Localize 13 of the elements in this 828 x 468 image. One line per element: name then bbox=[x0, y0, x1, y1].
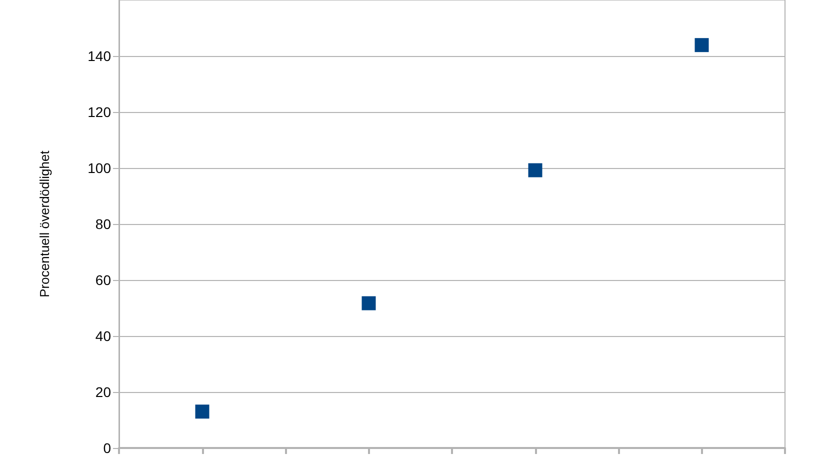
point bbox=[195, 404, 210, 419]
y-tick-label: 60 bbox=[95, 272, 112, 288]
y-tick-label: 140 bbox=[88, 48, 112, 64]
y-tick-label: 80 bbox=[95, 216, 112, 232]
y-tick-label: 120 bbox=[88, 104, 112, 120]
y-tick-label: 0 bbox=[103, 440, 112, 456]
point bbox=[362, 296, 376, 310]
point bbox=[528, 163, 542, 178]
y-tick-label: 100 bbox=[88, 160, 112, 176]
y-tick-label: 40 bbox=[95, 328, 112, 344]
y-tick-label: 20 bbox=[95, 384, 112, 400]
point bbox=[694, 38, 709, 52]
y-axis-title: Procentuell överdödlighet bbox=[37, 150, 52, 298]
